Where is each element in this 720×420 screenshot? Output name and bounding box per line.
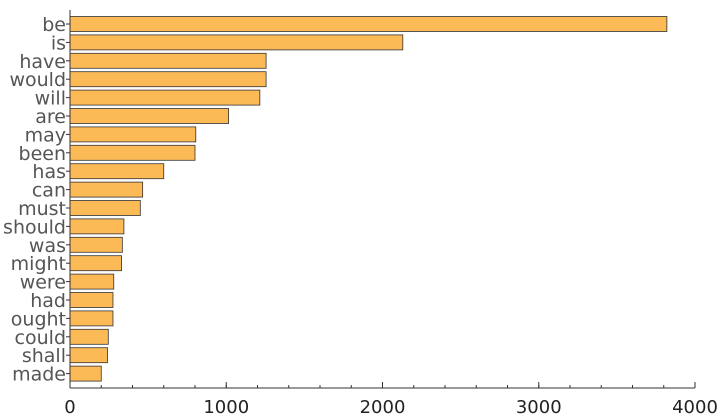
category-label-be: be bbox=[42, 14, 66, 36]
bar-is bbox=[69, 34, 404, 51]
category-label-may: may bbox=[25, 124, 66, 146]
bar-ought bbox=[69, 310, 114, 327]
bar-shall bbox=[69, 347, 108, 364]
labels: beishavewouldwillaremaybeenhascanmustsho… bbox=[3, 14, 718, 418]
x-tick-label: 3000 bbox=[516, 397, 562, 418]
bar-had bbox=[69, 292, 114, 308]
bar-might bbox=[69, 255, 122, 272]
category-label-shall: shall bbox=[22, 345, 66, 367]
category-label-been: been bbox=[19, 143, 66, 165]
bar-should bbox=[69, 218, 125, 235]
category-label-were: were bbox=[20, 272, 66, 294]
bar-be bbox=[69, 16, 668, 32]
category-label-have: have bbox=[19, 51, 66, 73]
x-tick-label: 4000 bbox=[672, 397, 718, 418]
bar-could bbox=[69, 328, 109, 345]
category-label-must: must bbox=[18, 198, 66, 220]
axes bbox=[66, 10, 696, 389]
bar-were bbox=[69, 273, 115, 290]
category-label-are: are bbox=[35, 106, 66, 128]
x-tick-label: 1000 bbox=[203, 397, 249, 418]
bar-been bbox=[69, 144, 196, 161]
x-tick-label: 0 bbox=[64, 397, 75, 418]
bar-made bbox=[69, 365, 102, 382]
bar-has bbox=[69, 163, 165, 180]
category-label-was: was bbox=[29, 235, 66, 257]
bar-may bbox=[69, 126, 197, 143]
category-label-should: should bbox=[3, 216, 66, 238]
category-label-ought: ought bbox=[11, 308, 66, 330]
category-label-will: will bbox=[35, 88, 66, 110]
bar-would bbox=[69, 71, 267, 88]
category-label-had: had bbox=[30, 290, 66, 312]
bar-are bbox=[69, 108, 229, 124]
category-label-made: made bbox=[12, 364, 66, 386]
bar-must bbox=[69, 200, 141, 216]
bars bbox=[69, 16, 668, 382]
category-label-would: would bbox=[9, 69, 66, 91]
x-tick-label: 2000 bbox=[360, 397, 406, 418]
bar-will bbox=[69, 89, 261, 106]
category-label-can: can bbox=[32, 180, 66, 202]
bar-have bbox=[69, 52, 267, 69]
category-label-has: has bbox=[32, 161, 66, 183]
category-label-might: might bbox=[11, 253, 66, 275]
category-label-could: could bbox=[15, 327, 66, 349]
category-label-is: is bbox=[51, 32, 66, 54]
bar-can bbox=[69, 181, 144, 198]
bar-was bbox=[69, 236, 123, 253]
